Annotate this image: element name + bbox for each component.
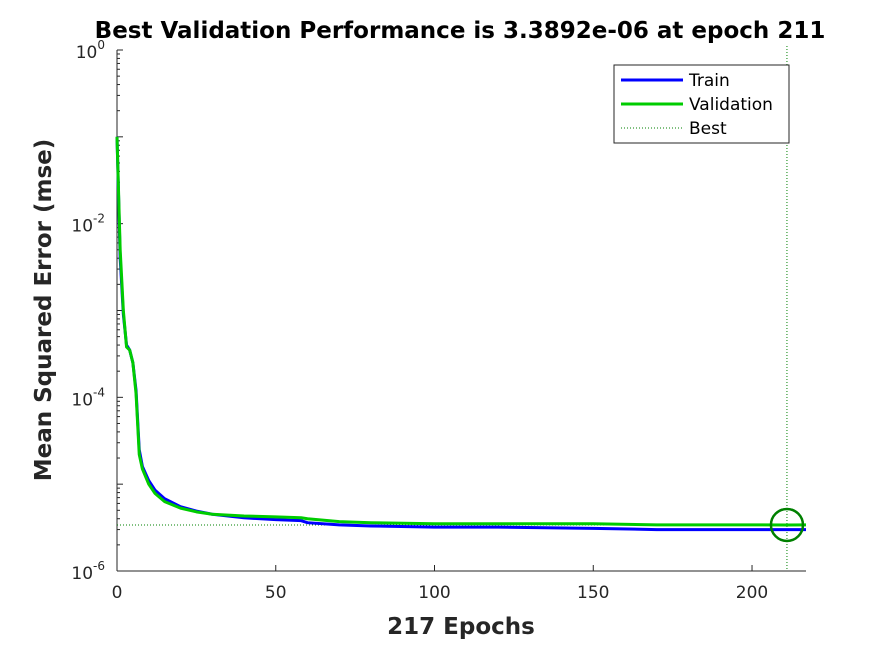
train-series-line — [115, 136, 806, 532]
x-tick-label: 200 — [736, 583, 768, 603]
y-tick-label: 100 — [76, 38, 105, 63]
best-point-marker — [769, 507, 805, 543]
legend-validation-label: Validation — [689, 95, 773, 115]
x-axis-label: 217 Epochs — [387, 614, 535, 640]
legend-train-label: Train — [688, 71, 730, 91]
x-tick-label: 150 — [577, 583, 609, 603]
x-tick-label: 100 — [418, 583, 450, 603]
x-tick-label: 50 — [265, 583, 287, 603]
y-tick-label: 10-6 — [71, 559, 105, 584]
plot-area: 0 50 100 150 200 100 10-2 10-4 10-6 — [71, 38, 807, 603]
y-axis-label: Mean Squared Error (mse) — [31, 139, 57, 482]
legend: Train Validation Best — [613, 64, 790, 144]
x-tick-label: 0 — [112, 583, 123, 603]
y-tick-label: 10-4 — [71, 385, 105, 410]
chart-title: Best Validation Performance is 3.3892e-0… — [95, 18, 826, 44]
y-tick-label: 10-2 — [71, 212, 105, 237]
validation-series-line — [115, 136, 807, 527]
legend-best-label: Best — [689, 119, 727, 139]
